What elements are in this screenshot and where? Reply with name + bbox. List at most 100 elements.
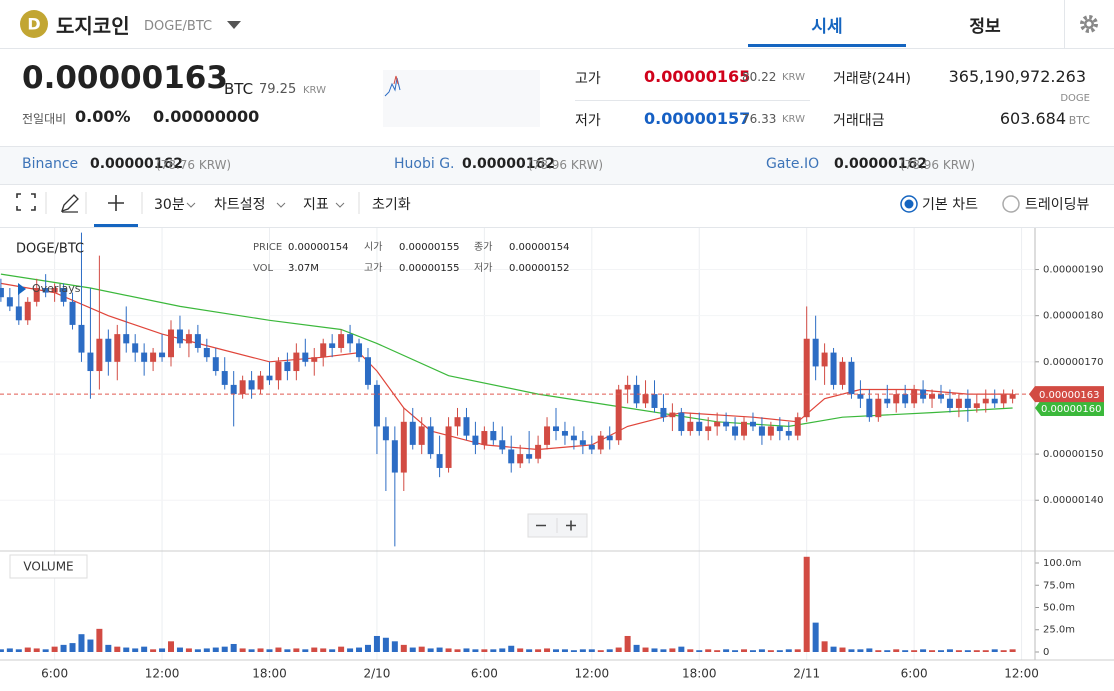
candle-body xyxy=(6,297,13,307)
price-tag xyxy=(1029,386,1104,403)
candle-body xyxy=(382,426,389,441)
candle-body xyxy=(347,334,354,344)
y-tick-label: 0.00000140 xyxy=(1043,495,1103,506)
volume-bar xyxy=(902,650,909,652)
volume-bar xyxy=(123,647,130,652)
candle-body xyxy=(794,417,801,436)
x-tick-label: 12:00 xyxy=(1004,667,1039,681)
volume-bar xyxy=(230,643,237,652)
volume-bar xyxy=(723,649,730,652)
candle-body xyxy=(884,398,891,404)
candle-body xyxy=(481,431,488,445)
volume-bar xyxy=(535,649,542,652)
y-tick-label: 0.00000150 xyxy=(1043,449,1103,460)
candle-body xyxy=(302,352,309,362)
candle-body xyxy=(570,435,577,441)
volume-bar xyxy=(51,646,58,652)
volume-bar xyxy=(821,641,828,652)
candle-body xyxy=(338,334,345,348)
low: 0.00000157 xyxy=(644,109,751,128)
candle-body xyxy=(705,426,712,432)
volume-bar xyxy=(830,646,837,652)
volume-bar xyxy=(741,649,748,652)
volume-bar xyxy=(436,647,443,652)
volume-bar xyxy=(705,649,712,652)
dropdown[interactable] xyxy=(226,20,242,30)
volume-bar xyxy=(293,648,300,652)
candle-body xyxy=(311,357,318,362)
volume-bar xyxy=(320,648,327,652)
candle-body xyxy=(284,361,291,372)
exchange-name[interactable]: Binance xyxy=(22,156,79,172)
candle-body xyxy=(60,287,67,302)
candle-body xyxy=(257,375,264,390)
volume-bar xyxy=(114,646,121,652)
volume-bar xyxy=(150,649,157,652)
exchange-name[interactable]: Gate.IO xyxy=(766,156,820,172)
volume-bar xyxy=(669,648,676,652)
candle-body xyxy=(248,380,255,390)
candle-body xyxy=(803,338,810,418)
candle-body xyxy=(893,394,900,404)
tab[interactable]: 시세 xyxy=(811,17,843,37)
v-tick-label: 75.0m xyxy=(1043,580,1075,591)
krw-unit: KRW xyxy=(303,85,326,96)
candle-body xyxy=(490,431,497,441)
candle-body xyxy=(400,421,407,473)
volume-bar xyxy=(427,648,434,652)
volume-bar xyxy=(749,650,756,652)
volume-bar xyxy=(141,646,148,652)
exchange-name[interactable]: Huobi G. xyxy=(394,156,455,172)
candle-body xyxy=(642,394,649,404)
candle-body xyxy=(758,426,765,436)
info-value: 3.07M xyxy=(288,263,319,274)
candle-body xyxy=(946,398,953,408)
chart-settings[interactable]: 차트설정 xyxy=(214,197,266,213)
candle-body xyxy=(561,431,568,436)
tab[interactable]: 정보 xyxy=(969,17,1001,37)
volume-bar xyxy=(87,639,94,652)
candle-body xyxy=(937,394,944,399)
volume-bar xyxy=(463,648,470,652)
volume-bar xyxy=(302,649,309,652)
interval[interactable]: 30분 xyxy=(154,197,185,213)
low-krw: 76.33 xyxy=(742,112,777,126)
volume-bar xyxy=(391,641,398,652)
candle-body xyxy=(427,426,434,455)
candle-body xyxy=(51,287,58,293)
pair: DOGE/BTC xyxy=(144,19,213,34)
change-label: 전일대비 xyxy=(22,112,67,126)
svg-text:D: D xyxy=(27,15,40,34)
high-krw: 80.22 xyxy=(742,70,777,84)
volume-bar xyxy=(848,649,855,652)
x-tick-label: 18:00 xyxy=(682,667,717,681)
fullscreen-icon[interactable] xyxy=(16,193,36,211)
candle-body xyxy=(266,375,273,381)
volume-bar xyxy=(24,647,31,652)
volume-bar xyxy=(257,648,264,652)
krw-unit: KRW xyxy=(782,72,805,83)
chart-option[interactable]: 기본 차트 xyxy=(922,197,978,213)
volume-bar xyxy=(6,648,13,652)
reset[interactable]: 초기화 xyxy=(372,197,411,213)
draw-icon[interactable] xyxy=(60,194,79,213)
candle-body xyxy=(185,334,192,344)
crosshair-icon[interactable] xyxy=(108,195,124,211)
volume-bar xyxy=(687,649,694,652)
candle-body xyxy=(597,435,604,450)
volume-label: 거래량(24H) xyxy=(833,71,911,87)
candle-body xyxy=(329,343,336,348)
chart-option[interactable]: 트레이딩뷰 xyxy=(1025,197,1090,213)
indicators[interactable]: 지표 xyxy=(303,197,329,213)
info-value: 0.00000155 xyxy=(399,242,459,253)
exchange-price: 0.00000162 xyxy=(834,156,927,172)
candle-body xyxy=(544,426,551,445)
settings[interactable] xyxy=(1078,13,1100,35)
volume-bar xyxy=(732,650,739,652)
candle-body xyxy=(920,389,927,399)
x-tick-label: 2/11 xyxy=(793,667,820,681)
candle-body xyxy=(839,361,846,385)
volume-bar xyxy=(758,649,765,652)
candle-body xyxy=(902,394,909,404)
volume-bar xyxy=(651,648,658,652)
